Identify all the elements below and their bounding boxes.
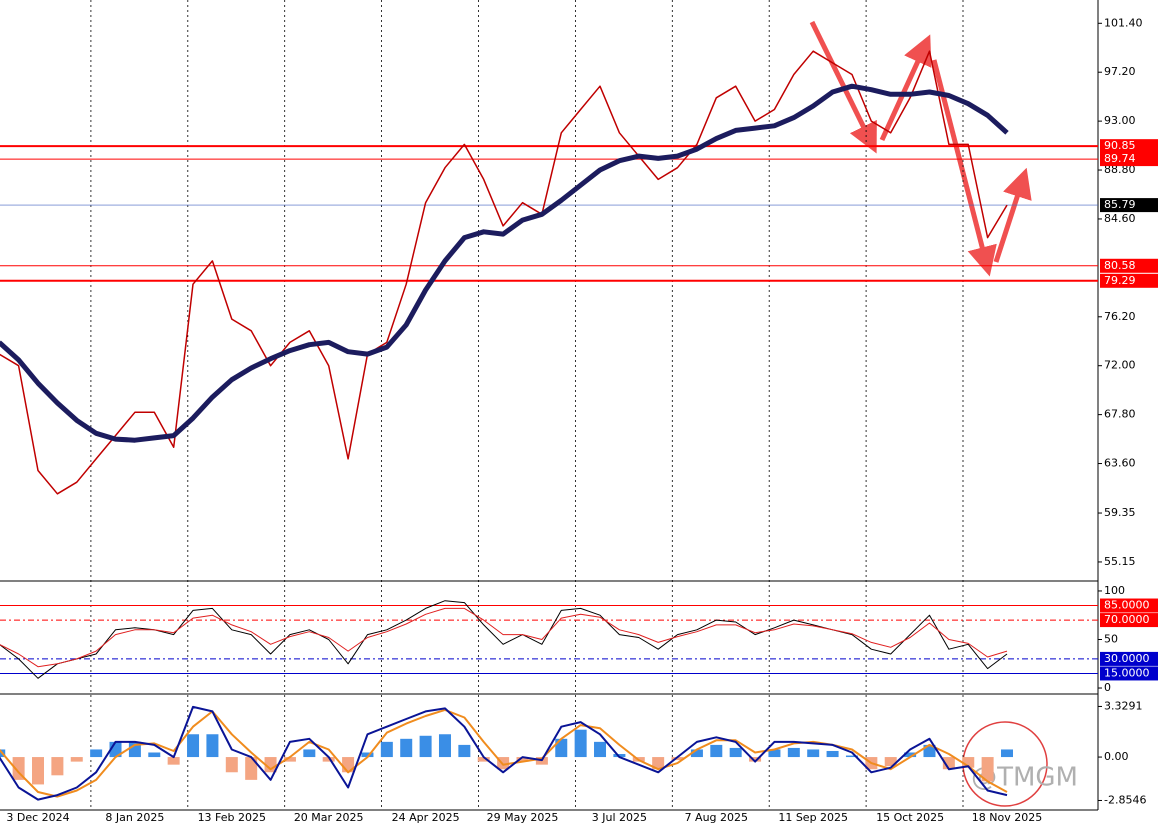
level-label-bg [1100, 273, 1158, 288]
histogram-bar [51, 757, 64, 776]
level-label: 30.0000 [1104, 652, 1150, 665]
y-tick-label: 84.60 [1104, 212, 1136, 225]
x-tick-label: 24 Apr 2025 [392, 811, 460, 824]
x-tick-label: 11 Sep 2025 [778, 811, 848, 824]
series-line [0, 607, 1008, 668]
histogram-bar [594, 741, 607, 758]
level-label: 89.74 [1104, 152, 1136, 165]
y-tick-label: 55.15 [1104, 555, 1136, 568]
histogram-bar [70, 757, 83, 762]
series-line [0, 83, 1009, 443]
histogram-bar [807, 749, 820, 758]
histogram-bar [729, 747, 742, 758]
x-tick-label: 29 May 2025 [487, 811, 559, 824]
y-tick-label: 0 [1104, 681, 1111, 694]
histogram-bar [1001, 749, 1013, 758]
y-tick-label: 100 [1104, 584, 1125, 597]
histogram-bar [671, 757, 684, 761]
level-label-bg [1100, 598, 1158, 613]
y-tick-label: 88.80 [1104, 163, 1136, 176]
x-tick-label: 13 Feb 2025 [198, 811, 266, 824]
histogram-bar [749, 757, 762, 762]
arrow [809, 20, 877, 154]
histogram-bar [361, 752, 374, 758]
histogram-bar [148, 752, 161, 758]
histogram-bar [477, 757, 490, 762]
histogram-bar [90, 749, 103, 758]
histogram-bar [826, 750, 839, 758]
histogram-bar [981, 757, 994, 782]
histogram-bar [904, 752, 917, 758]
level-label: 79.29 [1104, 274, 1136, 287]
x-tick-label: 3 Dec 2024 [6, 811, 69, 824]
y-tick-label: 97.20 [1104, 65, 1136, 78]
histogram-bar [845, 755, 858, 758]
histogram-bar [283, 757, 296, 762]
histogram-bar [516, 757, 529, 762]
histogram-bar [458, 744, 471, 758]
level-label: 80.58 [1104, 259, 1136, 272]
level-label-bg [1100, 152, 1158, 167]
x-tick-label: 18 Nov 2025 [972, 811, 1042, 824]
level-label: 70.0000 [1104, 613, 1150, 626]
histogram-bar [167, 757, 180, 765]
histogram-bar [322, 757, 335, 762]
histogram-bar [303, 749, 316, 758]
histogram-bar [787, 747, 800, 758]
y-tick-label: -2.8546 [1104, 793, 1146, 806]
histogram-bar [962, 757, 975, 768]
level-label-bg [1100, 651, 1158, 666]
x-tick-label: 7 Aug 2025 [685, 811, 748, 824]
y-tick-label: 93.00 [1104, 114, 1136, 127]
level-label: 90.85 [1104, 139, 1136, 152]
series-line [0, 705, 1008, 801]
histogram-bar [690, 749, 703, 758]
x-tick-label: 8 Jan 2025 [105, 811, 164, 824]
arrow [993, 167, 1032, 263]
level-label: 85.0000 [1104, 599, 1150, 612]
histogram-bar [400, 738, 413, 758]
y-tick-label: 0.00 [1104, 750, 1129, 763]
level-label-bg [1100, 258, 1158, 273]
level-label-bg [1100, 613, 1158, 628]
histogram-bar [574, 729, 587, 758]
y-tick-label: 76.20 [1104, 310, 1136, 323]
histogram-bar [710, 744, 723, 758]
level-label-bg [1100, 139, 1158, 154]
level-label: 85.79 [1104, 198, 1136, 211]
histogram-bar [225, 757, 238, 773]
histogram-bar [438, 734, 451, 758]
histogram-bar [884, 757, 897, 767]
histogram-bar [206, 734, 219, 758]
histogram-bar [12, 757, 25, 780]
x-tick-label: 20 Mar 2025 [294, 811, 364, 824]
y-tick-label: 101.40 [1104, 16, 1143, 29]
histogram-bar [32, 757, 44, 785]
y-tick-label: 67.80 [1104, 408, 1136, 421]
histogram-bar [380, 741, 393, 758]
histogram-bar [768, 749, 781, 758]
level-label-bg [1100, 198, 1158, 213]
level-label: 15.0000 [1104, 666, 1150, 679]
histogram-bar [245, 757, 258, 780]
histogram-bar [419, 735, 432, 758]
y-tick-label: 72.00 [1104, 359, 1136, 372]
y-tick-label: 3.3291 [1104, 699, 1143, 712]
histogram-bar [187, 734, 200, 758]
histogram-bar [613, 754, 626, 758]
level-label-bg [1100, 666, 1158, 681]
x-tick-label: 3 Jul 2025 [592, 811, 647, 824]
y-tick-label: 63.60 [1104, 457, 1136, 470]
y-tick-label: 59.35 [1104, 506, 1136, 519]
histogram-bar [555, 738, 568, 758]
histogram-bar [652, 757, 665, 770]
y-tick-label: 50 [1104, 632, 1118, 645]
x-tick-label: 15 Oct 2025 [876, 811, 944, 824]
